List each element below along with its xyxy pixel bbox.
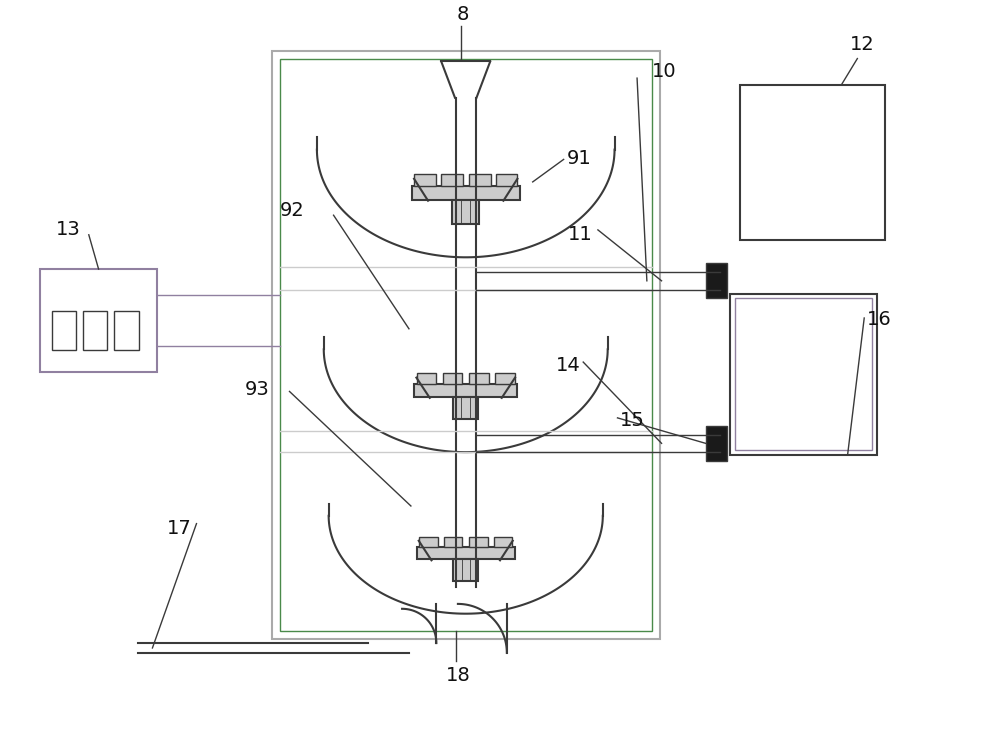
Bar bbox=[496, 174, 517, 186]
Bar bbox=[706, 426, 727, 461]
Bar bbox=[740, 85, 885, 239]
Bar bbox=[494, 537, 512, 547]
Text: 11: 11 bbox=[568, 225, 593, 244]
Bar bbox=[272, 51, 660, 639]
Text: 8: 8 bbox=[457, 5, 469, 24]
Bar bbox=[412, 186, 520, 200]
Bar bbox=[417, 547, 515, 559]
Bar bbox=[52, 311, 76, 351]
Bar bbox=[469, 174, 491, 186]
Bar bbox=[444, 537, 462, 547]
Bar bbox=[114, 311, 139, 351]
Bar bbox=[730, 294, 877, 455]
Text: 10: 10 bbox=[652, 61, 676, 81]
Bar bbox=[417, 373, 436, 384]
Bar bbox=[419, 537, 438, 547]
Text: 12: 12 bbox=[850, 34, 875, 53]
Text: 14: 14 bbox=[556, 356, 580, 375]
Text: 16: 16 bbox=[867, 310, 892, 329]
Text: 92: 92 bbox=[279, 201, 304, 220]
Bar bbox=[443, 373, 462, 384]
Bar bbox=[414, 384, 517, 397]
Bar bbox=[452, 200, 479, 224]
Bar bbox=[735, 299, 872, 450]
Bar bbox=[83, 311, 107, 351]
Bar bbox=[280, 59, 652, 631]
Text: 17: 17 bbox=[167, 519, 192, 538]
Text: 18: 18 bbox=[446, 665, 470, 684]
Bar bbox=[453, 559, 478, 581]
Bar bbox=[414, 174, 436, 186]
Bar bbox=[441, 174, 463, 186]
Text: 93: 93 bbox=[245, 380, 270, 399]
Bar bbox=[40, 269, 157, 372]
Bar bbox=[469, 537, 488, 547]
Bar bbox=[453, 397, 478, 419]
Bar bbox=[469, 373, 489, 384]
Text: 13: 13 bbox=[56, 220, 81, 239]
Bar bbox=[706, 264, 727, 299]
Text: 15: 15 bbox=[619, 411, 644, 430]
Text: 91: 91 bbox=[567, 149, 591, 168]
Bar bbox=[495, 373, 515, 384]
